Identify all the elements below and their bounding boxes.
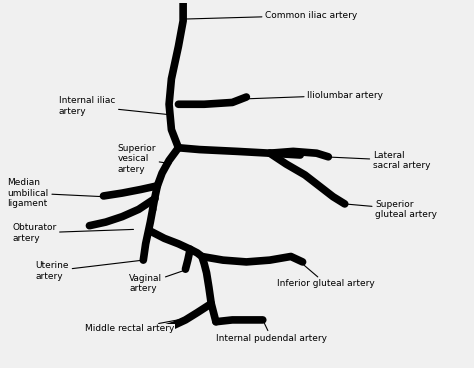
Text: Inferior gluteal artery: Inferior gluteal artery <box>277 264 374 288</box>
Text: Middle rectal artery: Middle rectal artery <box>85 317 194 333</box>
Text: Lateral
sacral artery: Lateral sacral artery <box>327 151 430 170</box>
Text: Uterine
artery: Uterine artery <box>36 261 141 281</box>
Text: Superior
vesical
artery: Superior vesical artery <box>118 144 171 174</box>
Text: Internal iliac
artery: Internal iliac artery <box>59 96 171 116</box>
Text: Iliolumbar artery: Iliolumbar artery <box>249 91 383 100</box>
Text: Common iliac artery: Common iliac artery <box>186 11 357 20</box>
Text: Obturator
artery: Obturator artery <box>12 223 134 243</box>
Text: Internal pudendal artery: Internal pudendal artery <box>216 322 327 343</box>
Text: Superior
gluteal artery: Superior gluteal artery <box>347 200 437 219</box>
Text: Median
umbilical
ligament: Median umbilical ligament <box>8 178 100 208</box>
Text: Vaginal
artery: Vaginal artery <box>129 270 185 293</box>
